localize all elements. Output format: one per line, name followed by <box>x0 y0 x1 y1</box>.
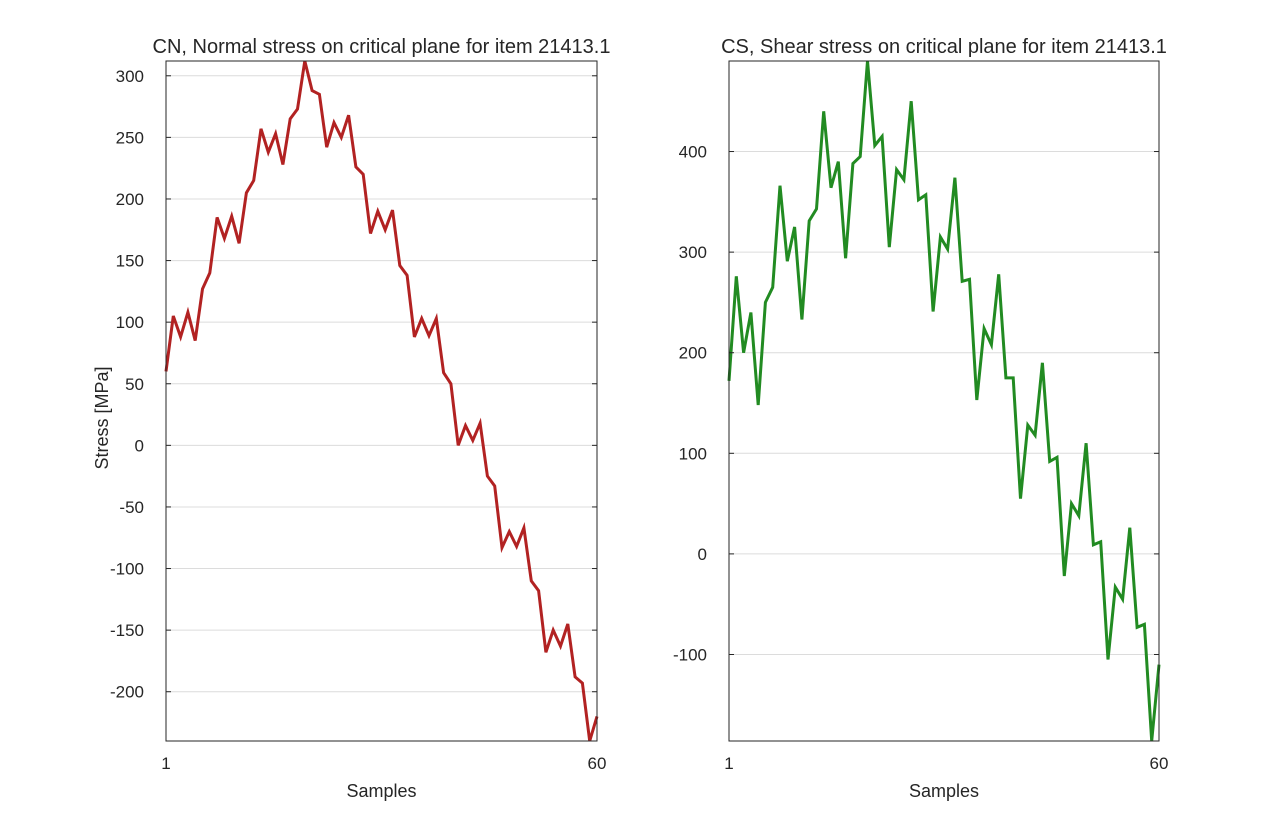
shear-stress-title: CS, Shear stress on critical plane for i… <box>721 36 1167 58</box>
shear-stress-y-tick-label: -100 <box>673 645 707 664</box>
normal-stress-y-tick-label: 150 <box>116 252 144 271</box>
normal-stress-x-tick-label: 60 <box>588 754 607 773</box>
normal-stress-x-tick-label: 1 <box>161 754 170 773</box>
shear-stress-y-tick-label: 100 <box>679 444 707 463</box>
normal-stress-x-ticks: 1 60 <box>161 754 606 773</box>
shear-stress-y-tick-label: 0 <box>698 545 707 564</box>
normal-stress-axes-frame <box>165 60 598 742</box>
normal-stress-y-tick-label: 50 <box>125 375 144 394</box>
normal-stress-y-tick-label: -100 <box>110 560 144 579</box>
normal-stress-y-tick-label: -150 <box>110 621 144 640</box>
normal-stress-y-tick-label: 100 <box>116 313 144 332</box>
normal-stress-y-tick-label: 300 <box>116 67 144 86</box>
normal-stress-y-tick-label: -200 <box>110 683 144 702</box>
normal-stress-y-tick-label: 0 <box>135 436 144 455</box>
normal-stress-y-ticks: 300 250 200 150 100 50 0 -50 -100 -150 -200 <box>110 67 597 702</box>
shear-stress-y-tick-label: 300 <box>679 243 707 262</box>
shear-stress-x-axis-label: Samples <box>909 781 979 801</box>
normal-stress-title: CN, Normal stress on critical plane for … <box>153 36 611 58</box>
normal-stress-y-tick-label: 200 <box>116 190 144 209</box>
shear-stress-series-line <box>727 60 1161 742</box>
shear-stress-axes-frame <box>728 60 1160 742</box>
shear-stress-y-tick-label: 200 <box>679 344 707 363</box>
shear-stress-x-ticks: 1 60 <box>724 754 1168 773</box>
shear-stress-y-tick-label: 400 <box>679 143 707 162</box>
shear-stress-x-tick-label: 1 <box>724 754 733 773</box>
normal-stress-x-axis-label: Samples <box>346 781 416 801</box>
normal-stress-y-tick-label: 250 <box>116 128 144 147</box>
shear-stress-x-tick-label: 60 <box>1150 754 1169 773</box>
normal-stress-gridlines <box>166 75 597 693</box>
normal-stress-series-line <box>164 60 599 742</box>
shear-stress-y-ticks: 400 300 200 100 0 -100 <box>673 143 1159 664</box>
normal-stress-y-tick-label: -50 <box>119 498 144 517</box>
shear-stress-plot: 400 300 200 100 0 -100 1 60 CS, Shear stress o… <box>673 36 1168 801</box>
normal-stress-y-axis-label: Stress [MPa] <box>92 366 112 469</box>
normal-stress-plot: 300 250 200 150 100 50 0 -50 -100 -150 -200 1 60 CN… <box>92 36 610 801</box>
